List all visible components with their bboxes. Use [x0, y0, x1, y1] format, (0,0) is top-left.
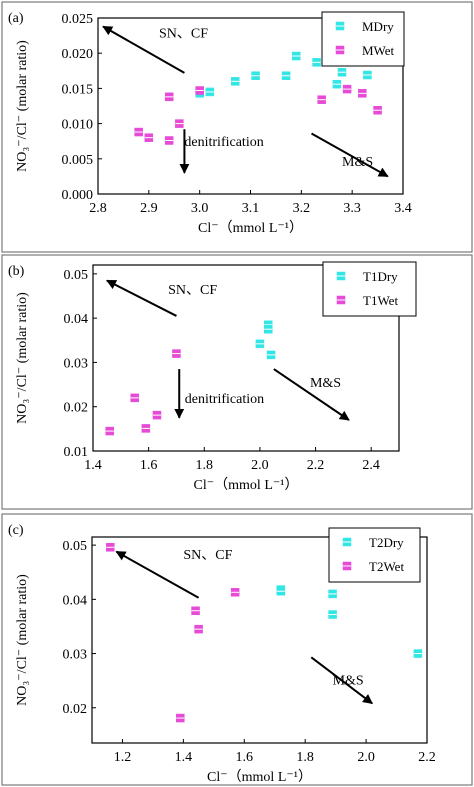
legend-label: MWet — [362, 43, 395, 58]
legend — [321, 11, 405, 67]
x-axis-label: Cl⁻（mmol L⁻¹） — [198, 220, 303, 236]
x-tick-label: 1.6 — [140, 458, 158, 473]
trend-arrow — [273, 368, 350, 421]
y-axis-label: NO₃⁻/Cl⁻ (molar ratio) — [15, 574, 30, 706]
x-tick-label: 3.0 — [191, 201, 209, 216]
x-tick-label: 2.8 — [89, 201, 107, 216]
annotation-label: M&S — [333, 673, 364, 688]
panel-0: (a) 2.8 2.9 3.0 3.1 3.2 3.3 3.4 0.000 0.005 0.010 0… — [1, 1, 473, 253]
x-tick-label: 2.0 — [357, 750, 375, 765]
y-tick-label: 0.05 — [64, 268, 89, 283]
y-tick-label: 0.05 — [63, 539, 88, 554]
x-tick-label: 2.2 — [418, 750, 436, 765]
y-tick-label: 0.03 — [64, 356, 89, 371]
legend-label: T1Dry — [363, 269, 398, 284]
panel-2: (c) 1.2 1.4 1.6 1.8 2.0 2.2 0.02 0.03 0.04 0.05 Cl⁻… — [1, 513, 473, 786]
x-tick-label: 1.8 — [196, 458, 214, 473]
annotation-label: denitrification — [185, 392, 264, 407]
annotation-label: M&S — [310, 376, 341, 391]
annotation-label: SN、CF — [159, 27, 208, 42]
trend-arrow — [115, 550, 200, 599]
panel-frame — [1, 1, 473, 253]
x-tick-label: 3.4 — [394, 201, 412, 216]
y-tick-label: 0.020 — [62, 47, 94, 62]
y-tick-label: 0.04 — [63, 593, 88, 608]
y-tick-label: 0.02 — [64, 401, 89, 416]
panel-frame — [1, 254, 473, 510]
annotation-label: M&S — [342, 155, 373, 170]
x-tick-label: 3.3 — [343, 201, 361, 216]
y-tick-label: 0.02 — [63, 702, 88, 717]
trend-arrow — [311, 132, 389, 178]
x-tick-label: 3.1 — [242, 201, 260, 216]
annotation-label: denitrification — [184, 135, 263, 150]
panel-frame — [1, 513, 473, 786]
x-tick-label: 1.2 — [114, 750, 132, 765]
trend-arrow — [106, 279, 177, 317]
x-axis-label: Cl⁻（mmol L⁻¹） — [194, 477, 299, 493]
y-axis-label: NO₃⁻/Cl⁻ (molar ratio) — [15, 40, 30, 172]
x-tick-label: 2.4 — [362, 458, 380, 473]
legend — [328, 527, 421, 583]
x-tick-label: 2.9 — [140, 201, 158, 216]
x-tick-label: 1.4 — [84, 458, 102, 473]
x-tick-label: 3.2 — [293, 201, 311, 216]
trend-arrow — [102, 25, 185, 74]
panel-1: (b) 1.4 1.6 1.8 2.0 2.2 2.4 0.01 0.02 0.03 0.04 0.0… — [1, 254, 473, 510]
y-tick-label: 0.010 — [62, 118, 94, 133]
annotation-label: SN、CF — [168, 283, 217, 298]
x-axis-label: Cl⁻（mmol L⁻¹） — [207, 769, 312, 785]
panel-label: (c) — [8, 523, 24, 538]
y-tick-label: 0.01 — [64, 445, 89, 460]
x-tick-label: 2.2 — [307, 458, 325, 473]
trend-arrow — [310, 656, 373, 705]
y-axis-label: NO₃⁻/Cl⁻ (molar ratio) — [15, 292, 30, 424]
y-tick-label: 0.015 — [62, 82, 94, 97]
panel-label: (b) — [8, 264, 25, 279]
panel-label: (a) — [8, 11, 24, 26]
x-tick-label: 2.0 — [251, 458, 269, 473]
x-tick-label: 1.4 — [175, 750, 193, 765]
legend-label: MDry — [362, 19, 394, 34]
legend-label: T2Dry — [369, 535, 404, 550]
x-tick-label: 1.8 — [296, 750, 314, 765]
y-tick-label: 0.005 — [62, 153, 94, 168]
plot-area — [92, 264, 400, 452]
plot-area — [91, 536, 428, 744]
x-tick-label: 1.6 — [236, 750, 254, 765]
y-tick-label: 0.000 — [62, 188, 94, 203]
legend-label: T2Wet — [369, 559, 404, 574]
y-tick-label: 0.025 — [62, 12, 94, 27]
y-tick-label: 0.03 — [63, 648, 88, 663]
y-tick-label: 0.04 — [64, 312, 89, 327]
legend — [322, 261, 417, 317]
annotation-label: SN、CF — [183, 548, 232, 563]
legend-label: T1Wet — [363, 293, 398, 308]
